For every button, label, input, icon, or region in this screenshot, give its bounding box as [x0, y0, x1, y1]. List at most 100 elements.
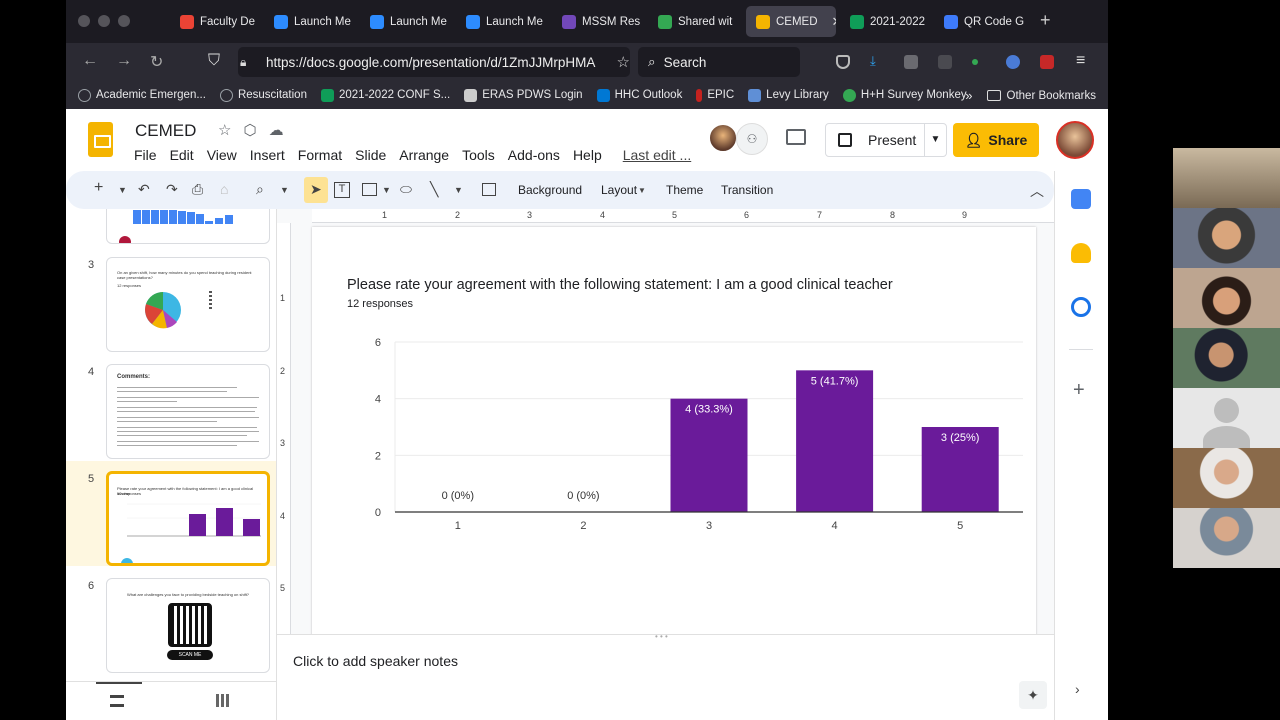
chevron-down-icon[interactable]: ▼	[638, 186, 646, 195]
menu-edit[interactable]: Edit	[169, 147, 194, 163]
chevron-right-double-icon[interactable]: »	[965, 88, 973, 103]
participant-video[interactable]	[1173, 328, 1280, 388]
bar-chart[interactable]: 0 2 4 6 0 (0%) 1 0 (0%) 2 4 (33.3%) 3 5 (41.7%) 4 3 …	[312, 227, 1036, 547]
forward-icon[interactable]: →	[116, 52, 132, 69]
download-icon[interactable]: ⤓	[870, 53, 876, 68]
reload-icon[interactable]: ↻	[150, 54, 164, 71]
browser-tab[interactable]: Shared wit	[648, 6, 740, 37]
browser-tab[interactable]: 2021-2022	[840, 6, 932, 37]
new-slide-icon[interactable]: +	[94, 179, 104, 196]
bookmark-item[interactable]: HHC Outlook	[596, 88, 682, 102]
comment-history-icon[interactable]	[786, 129, 806, 145]
bookmark-star-icon[interactable]: ☆	[616, 54, 630, 71]
slide-thumbnail-selected[interactable]: Please rate your agreement with the foll…	[106, 471, 270, 566]
bookmark-item[interactable]: H+H Survey Monkey	[842, 88, 967, 102]
shape-icon[interactable]: ⬭	[400, 181, 412, 197]
participant-video[interactable]	[1173, 268, 1280, 328]
last-edit-link[interactable]: Last edit ...	[622, 147, 692, 163]
extension-icon[interactable]	[938, 55, 952, 69]
shield-icon[interactable]: ⛉	[208, 52, 221, 69]
transition-button[interactable]: Transition	[721, 183, 774, 197]
bookmark-item[interactable]: Levy Library	[748, 88, 829, 102]
notes-resize-handle[interactable]: • • •	[655, 632, 668, 641]
bookmark-item[interactable]: Academic Emergen...	[78, 88, 206, 102]
layout-button[interactable]: Layout	[601, 183, 638, 197]
participant-video[interactable]	[1173, 208, 1280, 268]
document-title[interactable]: CEMED	[135, 121, 197, 140]
bookmark-item[interactable]: EPIC	[696, 88, 734, 102]
browser-tab[interactable]: Launch Me	[264, 6, 356, 37]
print-icon[interactable]: ⎙	[192, 181, 204, 197]
tasks-icon[interactable]	[1071, 297, 1091, 317]
participant-video[interactable]	[1173, 508, 1280, 568]
select-cursor-icon[interactable]: ➤	[310, 181, 322, 197]
browser-tab[interactable]: Launch Me	[360, 6, 452, 37]
zoom-icon[interactable]: ⌕	[256, 181, 264, 197]
slide-thumbnail[interactable]: On an given shift, how many minutes do y…	[106, 257, 270, 352]
chevron-down-icon[interactable]: ▼	[924, 124, 946, 156]
other-bookmarks[interactable]: » Other Bookmarks	[965, 88, 1096, 103]
menu-view[interactable]: View	[206, 147, 237, 163]
chevron-down-icon[interactable]: ▼	[454, 185, 463, 195]
participant-video[interactable]	[1173, 448, 1280, 508]
menu-icon[interactable]: ≡	[1076, 52, 1086, 69]
slide-title[interactable]: Please rate your agreement with the foll…	[347, 277, 893, 293]
slide-thumbnail[interactable]: Comments:	[106, 364, 270, 459]
speaker-notes[interactable]: Click to add speaker notes • • • ✦	[277, 632, 1054, 720]
account-avatar[interactable]	[1056, 121, 1094, 159]
participant-avatar-placeholder[interactable]	[1173, 388, 1280, 448]
chevron-down-icon[interactable]: ▼	[382, 185, 391, 195]
bookmark-item[interactable]: 2021-2022 CONF S...	[320, 88, 450, 102]
extension-icon[interactable]	[972, 59, 978, 65]
calendar-icon[interactable]	[1071, 189, 1091, 209]
slide-thumbnail[interactable]: What are challenges you face to providin…	[106, 578, 270, 673]
chevron-down-icon[interactable]: ▼	[280, 185, 289, 195]
back-icon[interactable]: ←	[82, 52, 98, 69]
url-text[interactable]: https://docs.google.com/presentation/d/1…	[265, 54, 596, 70]
speaker-notes-placeholder[interactable]: Click to add speaker notes	[293, 653, 458, 669]
present-button[interactable]: Present ▼	[825, 123, 947, 157]
background-button[interactable]: Background	[518, 183, 583, 197]
address-bar[interactable]: 🔒︎ https://docs.google.com/presentation/…	[238, 47, 630, 77]
menu-help[interactable]: Help	[572, 147, 602, 163]
maximize-window-dot[interactable]	[118, 15, 130, 27]
bookmark-item[interactable]: Resuscitation	[219, 88, 307, 102]
browser-tab-active[interactable]: CEMED ✕	[746, 6, 836, 37]
slide-thumbnail[interactable]	[106, 209, 270, 244]
undo-icon[interactable]: ↶	[138, 181, 150, 197]
menu-slide[interactable]: Slide	[355, 147, 387, 163]
menu-file[interactable]: File	[134, 147, 157, 163]
cloud-status-icon[interactable]: ☁︎	[268, 122, 284, 139]
text-box-icon[interactable]: T	[334, 182, 350, 198]
keep-icon[interactable]	[1071, 243, 1091, 263]
redo-icon[interactable]: ↷	[166, 181, 178, 197]
menu-format[interactable]: Format	[297, 147, 343, 163]
close-window-dot[interactable]	[78, 15, 90, 27]
search-bar[interactable]: ⌕ Search	[638, 47, 800, 77]
close-tab-icon[interactable]: ✕	[832, 14, 836, 30]
menu-arrange[interactable]: Arrange	[399, 147, 450, 163]
browser-tab[interactable]: MSSM Res	[552, 6, 644, 37]
menu-addons[interactable]: Add-ons	[507, 147, 560, 163]
extension-icon[interactable]	[904, 55, 918, 69]
browser-tab[interactable]: Faculty De	[170, 6, 262, 37]
slide-response-count[interactable]: 12 responses	[347, 298, 414, 310]
star-icon[interactable]: ☆	[218, 122, 232, 139]
chevron-down-icon[interactable]: ▼	[118, 185, 127, 195]
people-icon[interactable]: ⚇	[736, 123, 768, 155]
add-comment-icon[interactable]	[482, 183, 496, 196]
move-to-folder-icon[interactable]: ⬡	[243, 122, 257, 139]
extension-icon[interactable]	[1006, 55, 1020, 69]
pocket-icon[interactable]	[836, 55, 850, 69]
browser-tab[interactable]: QR Code G	[934, 6, 1026, 37]
new-tab-icon[interactable]: +	[1040, 10, 1051, 30]
slide-5[interactable]: Please rate your agreement with the foll…	[312, 227, 1036, 637]
filmstrip-view-icon[interactable]	[110, 695, 124, 707]
extension-icon[interactable]	[1040, 55, 1054, 69]
minimize-window-dot[interactable]	[98, 15, 110, 27]
add-addon-icon[interactable]: +	[1073, 379, 1085, 401]
theme-button[interactable]: Theme	[666, 183, 704, 197]
grid-view-icon[interactable]	[216, 694, 229, 707]
explore-icon[interactable]: ✦	[1019, 681, 1047, 709]
image-icon[interactable]	[362, 183, 377, 196]
